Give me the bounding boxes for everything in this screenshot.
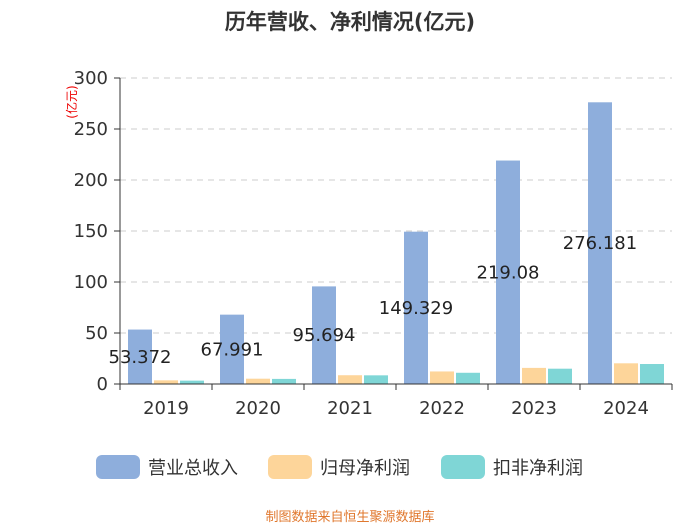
data-label: 67.991 xyxy=(201,339,264,360)
y-tick-label: 0 xyxy=(97,374,108,395)
y-tick-label: 100 xyxy=(74,272,108,293)
data-label: 219.08 xyxy=(477,262,540,283)
data-label: 53.372 xyxy=(109,347,172,368)
bar[interactable] xyxy=(246,378,270,384)
x-tick-label: 2020 xyxy=(235,398,281,419)
legend-label[interactable]: 营业总收入 xyxy=(148,458,238,479)
bar[interactable] xyxy=(220,314,244,384)
legend-label[interactable]: 归母净利润 xyxy=(320,458,410,479)
x-tick-label: 2019 xyxy=(143,398,189,419)
data-labels: 53.372 67.991 95.694 149.329 219.08 276.181 xyxy=(109,233,638,368)
bar[interactable] xyxy=(456,372,480,384)
x-axis: 2019 2020 2021 2022 2023 2024 xyxy=(119,383,673,419)
data-label: 95.694 xyxy=(293,325,356,346)
bar[interactable] xyxy=(430,371,454,384)
grid-lines xyxy=(120,77,672,334)
x-tick-label: 2024 xyxy=(603,398,649,419)
y-axis: 0 50 100 150 200 250 300 xyxy=(74,68,121,395)
bar[interactable] xyxy=(548,368,572,384)
y-tick-label: 50 xyxy=(85,323,108,344)
y-tick-label: 150 xyxy=(74,221,108,242)
bar[interactable] xyxy=(364,375,388,384)
data-label: 276.181 xyxy=(563,233,637,254)
x-tick-label: 2022 xyxy=(419,398,465,419)
bars xyxy=(128,102,664,384)
bar[interactable] xyxy=(128,329,152,384)
bar[interactable] xyxy=(614,363,638,384)
data-label: 149.329 xyxy=(379,298,453,319)
legend-label[interactable]: 扣非净利润 xyxy=(493,458,583,479)
y-tick-label: 250 xyxy=(74,119,108,140)
legend-swatch[interactable] xyxy=(441,455,485,479)
bar[interactable] xyxy=(312,286,336,384)
x-tick-label: 2023 xyxy=(511,398,557,419)
source-note: 制图数据来自恒生聚源数据库 xyxy=(265,509,434,525)
legend-swatch[interactable] xyxy=(268,455,312,479)
x-tick-label: 2021 xyxy=(327,398,373,419)
bar[interactable] xyxy=(180,380,204,384)
legend[interactable]: 营业总收入 归母净利润 扣非净利润 xyxy=(96,455,583,479)
bar[interactable] xyxy=(154,380,178,384)
bar[interactable] xyxy=(404,231,428,384)
y-tick-label: 200 xyxy=(74,170,108,191)
y-tick-label: 300 xyxy=(74,68,108,89)
bar[interactable] xyxy=(338,375,362,384)
bar[interactable] xyxy=(588,102,612,384)
bar[interactable] xyxy=(496,160,520,384)
bar[interactable] xyxy=(522,367,546,384)
y-axis-label: (亿元) xyxy=(64,85,79,118)
bar[interactable] xyxy=(640,364,664,384)
legend-swatch[interactable] xyxy=(96,455,140,479)
bar[interactable] xyxy=(272,378,296,384)
chart-title: 历年营收、净利情况(亿元) xyxy=(225,10,475,34)
